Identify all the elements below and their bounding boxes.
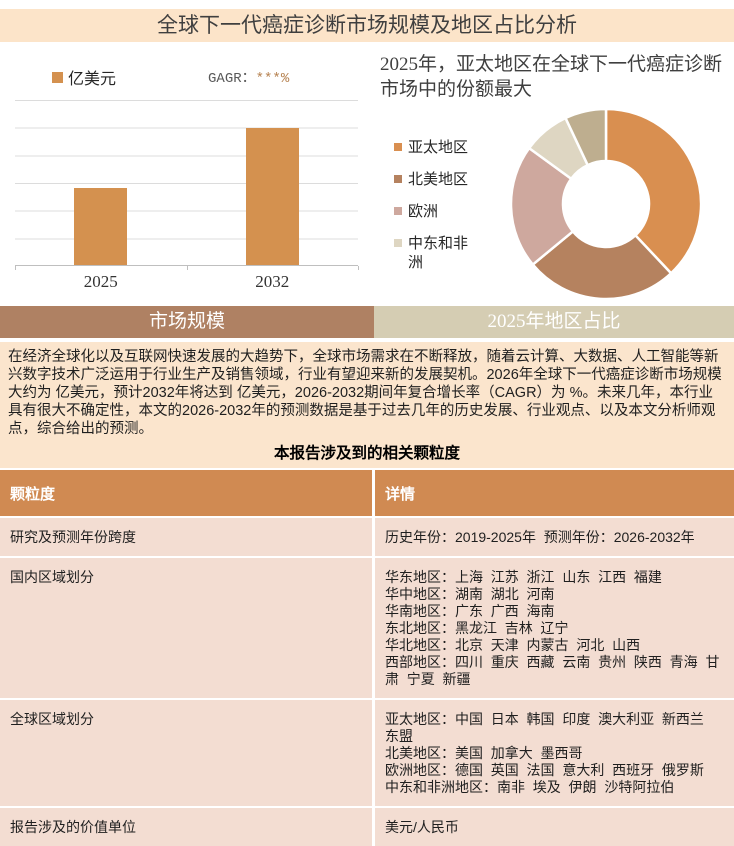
detail-line: 东北地区：黑龙江 吉林 辽宁 (385, 620, 569, 636)
legend-swatch-icon (394, 143, 402, 151)
tick-icon (15, 266, 16, 270)
donut-chart-body: 亚太地区北美地区欧洲中东和非洲 (374, 102, 734, 304)
legend-label: 欧洲 (408, 203, 439, 220)
bar-legend-swatch-icon (52, 71, 63, 83)
detail-line: 历史年份：2019-2025年 预测年份：2026-2032年 (385, 529, 695, 545)
cell-granularity: 报告涉及的价值单位 (0, 808, 372, 846)
bar-legend-label: 亿美元 (68, 71, 117, 88)
bar-chart-plot (15, 100, 358, 266)
legend-swatch-icon (394, 207, 402, 215)
section-tabs: 市场规模 2025年地区占比 (0, 306, 734, 338)
bar-chart-panel: 亿美元 GAGR：***% 2025 2032 (0, 42, 374, 306)
cell-granularity: 研究及预测年份跨度 (0, 518, 372, 556)
bar-slot-2032 (187, 100, 359, 265)
cagr-text: GAGR：***% (208, 67, 289, 87)
x-label-2032: 2032 (255, 272, 290, 291)
cell-granularity: 国内区域划分 (0, 558, 372, 698)
legend-label: 中东和非洲 (408, 235, 469, 271)
table-row: 研究及预测年份跨度 历史年份：2019-2025年 预测年份：2026-2032年 (0, 518, 734, 556)
x-axis-ticks (15, 266, 359, 270)
detail-line: 华东地区：上海 江苏 浙江 山东 江西 福建 (385, 569, 662, 585)
tick-icon (186, 266, 188, 270)
bar-2025 (74, 188, 128, 265)
donut-chart-title: 2025年，亚太地区在全球下一代癌症诊断市场中的份额最大 (380, 54, 723, 100)
cell-details: 亚太地区：中国 日本 韩国 印度 澳大利亚 新西兰 东盟 北美地区：美国 加拿大 … (375, 700, 734, 806)
detail-line: 欧洲地区：德国 英国 法国 意大利 西班牙 俄罗斯 (385, 762, 704, 778)
detail-line: 美元/人民币 (385, 819, 459, 835)
donut-chart (509, 107, 703, 301)
table-row: 国内区域划分 华东地区：上海 江苏 浙江 山东 江西 福建 华中地区：湖南 湖北 河… (0, 558, 734, 698)
tab-market-size[interactable]: 市场规模 (0, 306, 374, 338)
legend-swatch-icon (394, 175, 402, 183)
legend-swatch-icon (394, 239, 402, 247)
granularity-table: 颗粒度 详情 研究及预测年份跨度 历史年份：2019-2025年 预测年份：202… (0, 470, 734, 846)
col-header-granularity: 颗粒度 (0, 470, 372, 516)
donut-legend-item: 中东和非洲 (394, 234, 482, 272)
detail-line: 西部地区：四川 重庆 西藏 云南 贵州 陕西 青海 甘肃 宁夏 新疆 (385, 654, 720, 687)
donut-slice (604, 107, 703, 276)
donut-slice (509, 146, 575, 267)
x-axis-labels: 2025 2032 (15, 272, 358, 292)
legend-label: 北美地区 (408, 171, 469, 188)
col-header-details: 详情 (375, 470, 734, 516)
charts-section: 亿美元 GAGR：***% 2025 2032 2025年，亚太地区在全球下一代… (0, 42, 734, 306)
table-heading: 本报告涉及到的相关颗粒度 (273, 445, 460, 462)
detail-line: 北美地区：美国 加拿大 墨西哥 (385, 745, 583, 761)
x-label-2025: 2025 (83, 272, 118, 291)
cagr-label: GAGR： (208, 71, 256, 87)
cell-details: 美元/人民币 (375, 808, 734, 846)
legend-label: 亚太地区 (408, 139, 469, 156)
cell-granularity: 全球区域划分 (0, 700, 372, 806)
bar-2032 (245, 127, 299, 265)
detail-line: 亚太地区：中国 日本 韩国 印度 澳大利亚 新西兰 东盟 (385, 711, 712, 744)
detail-line: 华北地区：北京 天津 内蒙古 河北 山西 (385, 637, 641, 653)
detail-line: 华南地区：广东 广西 海南 (385, 603, 555, 619)
table-row: 全球区域划分 亚太地区：中国 日本 韩国 印度 澳大利亚 新西兰 东盟 北美地区：美… (0, 700, 734, 806)
bar-chart-legend: 亿美元 GAGR：***% (52, 66, 358, 88)
tab-region-share[interactable]: 2025年地区占比 (374, 306, 734, 338)
summary-paragraph: 在经济全球化以及互联网快速发展的大趋势下，全球市场需求在不断释放，随着云计算、大… (8, 349, 722, 437)
table-row: 报告涉及的价值单位 美元/人民币 (0, 808, 734, 846)
donut-legend-item: 亚太地区 (394, 138, 482, 157)
table-header-row: 颗粒度 详情 (0, 470, 734, 516)
donut-chart-panel: 2025年，亚太地区在全球下一代癌症诊断市场中的份额最大 亚太地区北美地区欧洲中… (374, 42, 734, 306)
cell-details: 历史年份：2019-2025年 预测年份：2026-2032年 (375, 518, 734, 556)
donut-legend-item: 北美地区 (394, 170, 482, 189)
donut-slice (563, 107, 608, 167)
bar-slot-2025 (15, 100, 187, 265)
tick-icon (358, 266, 359, 270)
summary-section: 在经济全球化以及互联网快速发展的大趋势下，全球市场需求在不断释放，随着云计算、大… (0, 342, 734, 468)
detail-line: 中东和非洲地区：南非 埃及 伊朗 沙特阿拉伯 (385, 779, 675, 795)
detail-line: 华中地区：湖南 湖北 河南 (385, 586, 555, 602)
donut-slice (531, 229, 673, 301)
cagr-value: ***% (255, 71, 290, 87)
donut-legend-item: 欧洲 (394, 202, 482, 221)
page-title: 全球下一代癌症诊断市场规模及地区占比分析 (0, 9, 734, 42)
donut-legend: 亚太地区北美地区欧洲中东和非洲 (394, 138, 482, 304)
cell-details: 华东地区：上海 江苏 浙江 山东 江西 福建 华中地区：湖南 湖北 河南 华南地区：… (375, 558, 734, 698)
table-body: 研究及预测年份跨度 历史年份：2019-2025年 预测年份：2026-2032年… (0, 518, 734, 846)
